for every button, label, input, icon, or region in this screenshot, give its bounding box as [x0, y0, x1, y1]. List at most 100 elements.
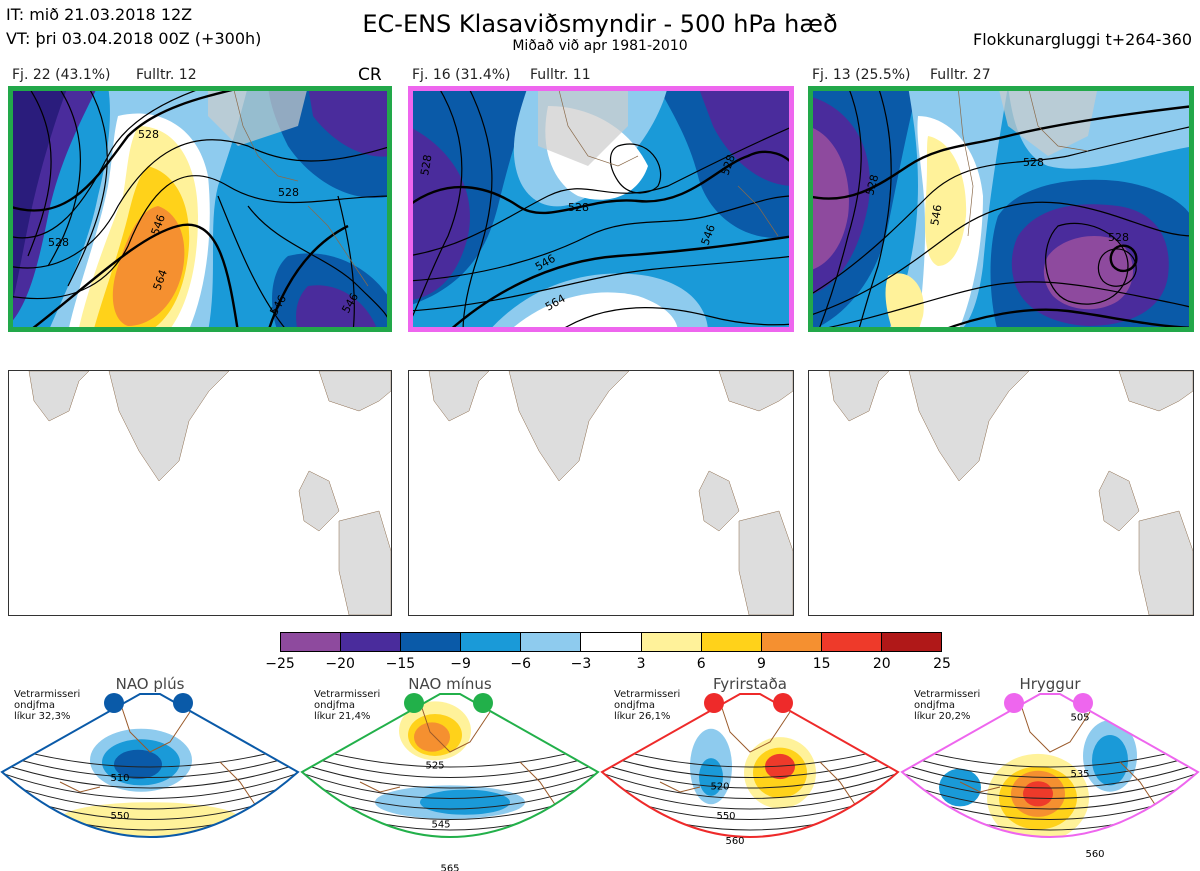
regime-note-line: ondjfma: [914, 700, 955, 711]
classification-window: Flokkunargluggi t+264-360: [973, 30, 1192, 49]
regime-panel: 510 550 NAO plús Vetrarmisseri ondjfma líkur …: [0, 672, 300, 871]
cluster2-frame: [408, 86, 794, 332]
regime-marker-dot: [1004, 693, 1024, 713]
legend-swatch: [581, 633, 642, 651]
regime-note-line: Vetrarmisseri: [314, 689, 381, 700]
cluster2-repr: Fulltr. 11: [530, 67, 591, 83]
height-contour: [2, 777, 298, 810]
cluster3-map: 528 546 528 528: [808, 86, 1194, 332]
anomaly-blob: [1023, 781, 1053, 807]
height-contour: [2, 759, 298, 789]
legend-tick-label: 25: [933, 656, 951, 672]
height-contour: [902, 777, 1198, 810]
height-contour: [902, 750, 1198, 778]
legend-tick-label: 3: [636, 656, 646, 672]
height-contour: [602, 750, 898, 778]
legend-tick-label: 6: [696, 656, 706, 672]
regime-title: Fyrirstaða: [713, 675, 787, 693]
legend-tick-label: 20: [872, 656, 891, 672]
legend-swatch: [761, 633, 822, 651]
legend-swatch: [341, 633, 402, 651]
p3-contour-label-4: 528: [1108, 231, 1129, 244]
color-legend: [280, 632, 942, 652]
regime-marker-dot: [773, 693, 793, 713]
regime-contour-label: 520: [710, 782, 729, 793]
regime-contour-label: 550: [716, 811, 735, 822]
regime-outline: [600, 693, 900, 838]
lower-map-2: [408, 370, 794, 616]
legend-tick-label: −6: [510, 656, 532, 672]
anomaly-blob: [420, 789, 510, 815]
regime-title: NAO plús: [115, 675, 185, 693]
regime-contour-label: 535: [1070, 769, 1089, 780]
height-contour: [2, 768, 298, 799]
cluster1-repr: Fulltr. 12: [136, 67, 197, 83]
p3-contour-label-3: 528: [1023, 156, 1044, 169]
regime-contour-label: 560: [725, 836, 744, 847]
legend-swatch: [521, 633, 582, 651]
height-contour: [602, 768, 898, 799]
p3-contour-label-2: 546: [928, 204, 944, 227]
regime-note-line: Vetrarmisseri: [914, 689, 981, 700]
regime-panel: 525 545 565 NAO mínus Vetrarmisseri ondjfma lí…: [300, 672, 600, 871]
height-contour: [2, 750, 298, 778]
height-contour: [602, 759, 898, 789]
cluster1-map: 528 528 546 564 546 528 546: [8, 86, 392, 332]
p2-contour-label-2: 528: [568, 201, 589, 214]
regime-note-line: líkur 32,3%: [14, 711, 71, 722]
legend-tick-label: −3: [570, 656, 592, 672]
regime-panel: 520 550 560 Fyrirstaða Vetrarmisseri ondjfma l…: [600, 672, 900, 871]
regime-marker-dot: [473, 693, 493, 713]
regime-note-line: Vetrarmisseri: [14, 689, 81, 700]
regime-note-line: líkur 20,2%: [914, 711, 971, 722]
regime-panel: 505 535 560 Hryggur Vetrarmisseri ondjfma líku…: [900, 672, 1200, 871]
cluster3-repr: Fulltr. 27: [930, 67, 991, 83]
regime-title: Hryggur: [1019, 675, 1081, 693]
p1-contour-label-1: 528: [48, 236, 69, 249]
cluster1-frame: [8, 86, 392, 332]
regime-contour-label: 505: [1070, 712, 1089, 723]
regime-marker-dot: [104, 693, 124, 713]
height-contour: [902, 759, 1198, 789]
anomaly-blob: [939, 768, 981, 807]
lower-map-3: [808, 370, 1194, 616]
legend-swatch: [401, 633, 462, 651]
legend-tick-label: 15: [812, 656, 831, 672]
cluster3-frame: [808, 86, 1194, 332]
legend-swatch: [821, 633, 882, 651]
cluster2-label: Fj. 16 (31.4%): [412, 67, 511, 83]
regime-outline: [0, 693, 300, 838]
regime-outline: [300, 693, 600, 838]
height-contour: [302, 777, 598, 810]
regime-note-line: ondjfma: [314, 700, 355, 711]
cluster1-tag: CR: [358, 65, 382, 85]
anomaly-blob: [114, 749, 162, 780]
regime-note: Vetrarmisseri ondjfma líkur 26,1%: [614, 689, 680, 722]
regime-contour-label: 510: [110, 773, 129, 784]
height-contour: [302, 759, 598, 789]
legend-tick-label: −15: [385, 656, 416, 672]
regime-contour-label: 565: [440, 864, 459, 871]
regime-contour-label: 545: [431, 819, 450, 830]
height-contour: [302, 750, 598, 778]
legend-swatch: [281, 633, 342, 651]
height-contour: [602, 777, 898, 810]
p2-contour-label-1: 528: [418, 154, 434, 177]
p1-contour-label-2: 528: [138, 128, 159, 141]
regime-note: Vetrarmisseri ondjfma líkur 20,2%: [914, 689, 980, 722]
legend-swatch: [881, 633, 942, 651]
regime-outline: [900, 693, 1200, 838]
regime-marker-dot: [173, 693, 193, 713]
legend-tick-label: −25: [265, 656, 295, 672]
regime-note-line: ondjfma: [614, 700, 655, 711]
legend-tick-label: −9: [450, 656, 471, 672]
height-contour: [302, 768, 598, 799]
page-subtitle: Miðað við apr 1981-2010: [512, 38, 688, 54]
cluster1-label: Fj. 22 (43.1%): [12, 67, 111, 83]
legend-tick-label: −20: [325, 656, 355, 672]
lower-map-1: [8, 370, 392, 616]
regime-note-line: ondjfma: [14, 700, 55, 711]
regime-marker-dot: [704, 693, 724, 713]
regime-marker-dot: [404, 693, 424, 713]
regime-contour-label: 560: [1085, 849, 1104, 860]
